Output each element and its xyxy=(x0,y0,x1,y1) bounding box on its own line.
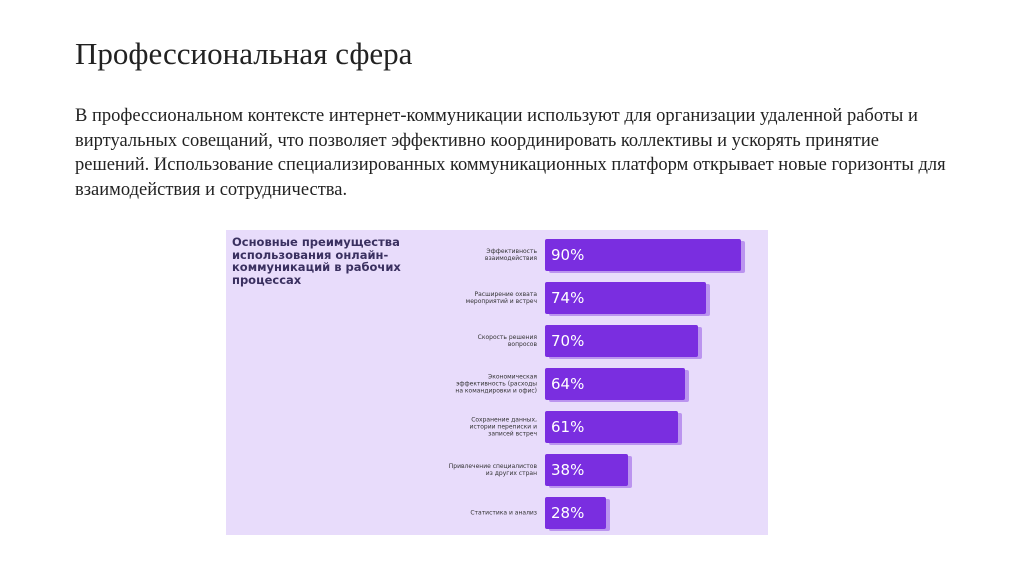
bar xyxy=(545,282,707,314)
slide-body: В профессиональном контексте интернет-ко… xyxy=(75,106,946,200)
value-label: 74% xyxy=(551,289,585,307)
value-label: 61% xyxy=(551,418,585,436)
category-label: Эффективность взаимодействия xyxy=(484,248,537,262)
value-label: 70% xyxy=(551,332,585,350)
category-label: Статистика и анализ xyxy=(470,509,537,517)
bar xyxy=(545,454,628,486)
chart-title: Основные преимущества использования онла… xyxy=(232,235,401,287)
bar xyxy=(545,239,742,271)
category-label: Привлечение специалистов из других стран xyxy=(448,463,537,477)
bar xyxy=(545,325,698,357)
bar xyxy=(545,368,685,400)
category-label: Экономическая эффективность (расходы на … xyxy=(455,373,537,395)
category-label: Скорость решения вопросов xyxy=(477,334,537,348)
bar xyxy=(545,411,678,443)
slide-title: Профессиональная сфера xyxy=(75,36,413,71)
value-label: 64% xyxy=(551,375,585,393)
category-label: Сохранение данных, истории переписки и з… xyxy=(469,416,537,438)
value-label: 90% xyxy=(551,246,585,264)
value-label: 28% xyxy=(551,504,585,522)
bar xyxy=(545,497,607,529)
value-label: 38% xyxy=(551,461,585,479)
chart: Основные преимущества использования онла… xyxy=(226,230,768,535)
category-label: Расширение охвата мероприятий и встреч xyxy=(465,291,537,305)
